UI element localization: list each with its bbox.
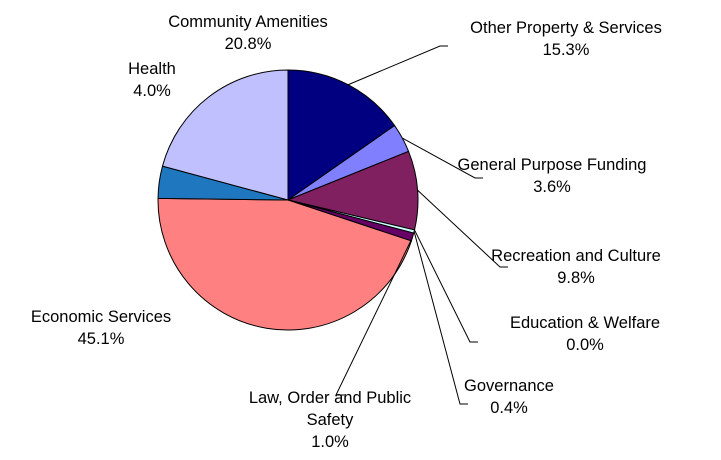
slice-name-law-order-and-public-safety: Safety: [307, 411, 355, 429]
leader-lines: [335, 45, 508, 405]
slice-name-economic-services: Economic Services: [31, 308, 171, 326]
slice-value-health: 4.0%: [133, 82, 171, 100]
slice-label-other-property-and-services: Other Property & Services 15.3%: [470, 19, 662, 59]
slice-value-general-purpose-funding: 3.6%: [533, 178, 571, 196]
slice-label-health: Health 4.0%: [128, 60, 176, 100]
slice-label-education-and-welfare: Education & Welfare 0.0%: [510, 314, 660, 354]
slice-value-community-amenities: 20.8%: [225, 35, 272, 53]
slice-value-economic-services: 45.1%: [78, 330, 125, 348]
slice-label-recreation-and-culture: Recreation and Culture 9.8%: [491, 247, 661, 287]
slice-label-economic-services: Economic Services 45.1%: [31, 308, 171, 348]
slice-name-recreation-and-culture: Recreation and Culture: [491, 247, 661, 265]
leader-line-other-property-and-services: [347, 45, 448, 86]
leader-line-education-and-welfare: [414, 229, 478, 343]
pie-slices: [157, 69, 419, 331]
slice-label-law-order-and-public-safety: Law, Order and Public Safety 1.0%: [249, 389, 411, 451]
slice-label-general-purpose-funding: General Purpose Funding 3.6%: [458, 156, 647, 196]
slice-value-law-order-and-public-safety: 1.0%: [311, 433, 349, 451]
slice-value-other-property-and-services: 15.3%: [543, 41, 590, 59]
slice-name-general-purpose-funding: General Purpose Funding: [458, 156, 647, 174]
slice-labels: Other Property & Services 15.3% General Pu…: [31, 13, 662, 451]
leader-line-governance: [413, 231, 468, 405]
slice-label-community-amenities: Community Amenities 20.8%: [168, 13, 328, 53]
slice-value-education-and-welfare: 0.0%: [566, 336, 604, 354]
leader-line-general-purpose-funding: [402, 137, 483, 179]
slice-name-community-amenities: Community Amenities: [168, 13, 328, 31]
leader-line-recreation-and-culture: [417, 189, 508, 268]
slice-name-law-order-and-public-safety: Law, Order and Public: [249, 389, 411, 407]
slice-economic-services: [157, 197, 413, 331]
slice-name-other-property-and-services: Other Property & Services: [470, 19, 662, 37]
slice-recreation-and-culture: [286, 150, 419, 231]
slice-value-governance: 0.4%: [490, 399, 528, 417]
leader-line-law-order-and-public-safety: [335, 236, 414, 396]
slice-name-governance: Governance: [464, 377, 554, 395]
slice-name-education-and-welfare: Education & Welfare: [510, 314, 660, 332]
slice-community-amenities: [161, 69, 289, 201]
slice-name-health: Health: [128, 60, 176, 78]
slice-value-recreation-and-culture: 9.8%: [557, 269, 595, 287]
slice-label-governance: Governance 0.4%: [464, 377, 554, 417]
